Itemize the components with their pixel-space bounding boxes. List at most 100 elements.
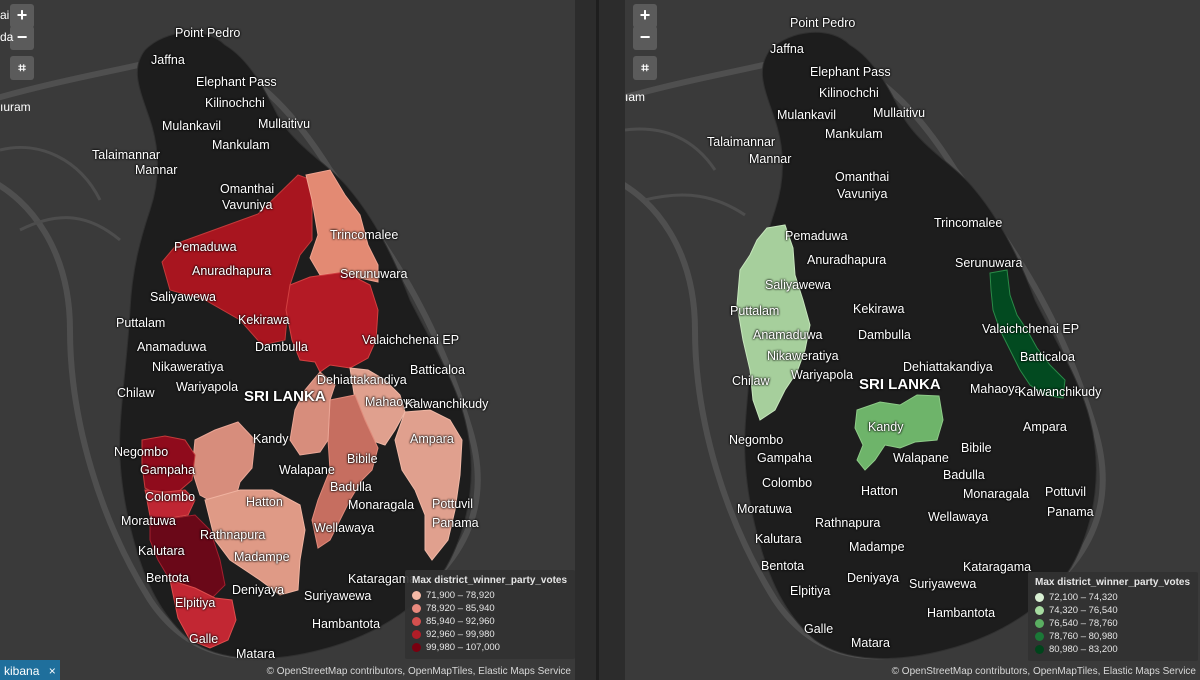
place-label: Mulankavil [162, 119, 222, 133]
place-label: Matara [851, 636, 890, 650]
legend-swatch [412, 591, 421, 600]
clipped-label: da [0, 30, 14, 44]
map-attribution[interactable]: © OpenStreetMap contributors, OpenMapTil… [891, 666, 1196, 677]
place-label: Pemaduwa [174, 240, 237, 254]
place-label: Wariyapola [791, 368, 854, 382]
legend-item: 72,100 – 74,320 [1035, 591, 1191, 604]
fit-bounds-icon[interactable]: ⌗ [10, 56, 34, 80]
map-legend: Max district_winner_party_votes 72,100 –… [1028, 572, 1198, 661]
place-label: Moratuwa [121, 514, 176, 528]
place-label: Monaragala [348, 498, 415, 512]
place-label: Kandy [868, 420, 904, 434]
district-kandy [854, 394, 944, 471]
place-label: Mannar [749, 152, 792, 166]
district-matale-kandy [289, 371, 336, 456]
place-label: Serunuwara [955, 256, 1023, 270]
place-label: Anamaduwa [137, 340, 207, 354]
place-label: Mahaoya [970, 382, 1022, 396]
place-label: Point Pedro [175, 26, 241, 40]
legend-label: 76,540 – 78,760 [1049, 618, 1118, 629]
zoom-in-button[interactable]: + [633, 4, 657, 28]
district-batticaloa [989, 269, 1066, 399]
place-label: Hatton [246, 495, 283, 509]
place-label: Deniyaya [232, 583, 285, 597]
place-label: Nikaweratiya [152, 360, 224, 374]
place-label: Puttalam [730, 304, 780, 318]
country-label: SRI LANKA [244, 388, 326, 405]
legend-label: 71,900 – 78,920 [426, 590, 495, 601]
place-label: Bibile [961, 441, 992, 455]
right-map-panel[interactable]: + − ⌗ ıam Point Pedro Jaffna Elephant Pa… [625, 0, 1200, 680]
legend-swatch [1035, 645, 1044, 654]
legend-swatch [1035, 632, 1044, 641]
legend-swatch [1035, 619, 1044, 628]
place-label: Mankulam [825, 127, 883, 141]
place-label: Bentota [146, 571, 190, 585]
map-attribution[interactable]: © OpenStreetMap contributors, OpenMapTil… [266, 666, 571, 677]
place-label: Elpitiya [790, 584, 831, 598]
place-label: Trincomalee [330, 228, 399, 242]
place-label: Bentota [761, 559, 805, 573]
legend-item: 99,980 – 107,000 [412, 641, 568, 654]
close-icon[interactable]: × [48, 664, 56, 678]
right-map-canvas[interactable] [625, 0, 1200, 680]
left-map-canvas[interactable] [0, 0, 575, 680]
place-label: Nikaweratiya [767, 349, 839, 363]
zoom-in-button[interactable]: + [10, 4, 34, 28]
panel-divider [596, 0, 599, 680]
place-label: Kekirawa [853, 302, 905, 316]
place-label: Batticaloa [410, 363, 465, 377]
clipped-label: ıuram [0, 100, 31, 114]
place-label: Mullaitivu [873, 106, 926, 120]
place-label: Saliyawewa [765, 278, 832, 292]
country-label: SRI LANKA [859, 376, 941, 393]
legend-item: 80,980 – 83,200 [1035, 643, 1191, 656]
clipped-label: ıam [625, 90, 646, 104]
place-label: Gampaha [757, 451, 812, 465]
place-label: Kilinochchi [819, 86, 879, 100]
place-label: Vavuniya [222, 198, 273, 212]
place-label: Mannar [135, 163, 178, 177]
place-label: Dehiattakandiya [317, 373, 407, 387]
place-label: Kalutara [755, 532, 802, 546]
place-label: Moratuwa [737, 502, 792, 516]
place-label: Hatton [861, 484, 898, 498]
place-label: Jaffna [151, 53, 185, 67]
place-label: Madampe [234, 550, 290, 564]
place-label: Elephant Pass [196, 75, 277, 89]
place-label: Vavuniya [837, 187, 888, 201]
place-label: Mankulam [212, 138, 270, 152]
legend-label: 74,320 – 76,540 [1049, 605, 1118, 616]
place-label: Kataragama [963, 560, 1032, 574]
fit-bounds-icon[interactable]: ⌗ [633, 56, 657, 80]
place-label: Wellawaya [928, 510, 989, 524]
legend-label: 78,920 – 85,940 [426, 603, 495, 614]
left-map-panel[interactable]: + − ⌗ ai da ıuram Point Pedro Jaffna Ele… [0, 0, 575, 680]
legend-label: 78,760 – 80,980 [1049, 631, 1118, 642]
place-label: Kalutara [138, 544, 185, 558]
map-legend: Max district_winner_party_votes 71,900 –… [405, 570, 575, 659]
place-label: Chilaw [732, 374, 770, 388]
place-label: Pottuvil [432, 497, 473, 511]
legend-swatch [412, 604, 421, 613]
place-label: Serunuwara [340, 267, 408, 281]
place-label: Badulla [330, 480, 372, 494]
place-label: Omanthai [835, 170, 890, 184]
place-label: Trincomalee [934, 216, 1003, 230]
place-label: Rathnapura [815, 516, 881, 530]
place-label: Suriyawewa [909, 577, 977, 591]
zoom-out-button[interactable]: − [633, 26, 657, 50]
panel-gutter [575, 0, 625, 680]
district-trincomalee [305, 169, 379, 283]
place-label: Elpitiya [175, 596, 216, 610]
legend-title: Max district_winner_party_votes [1035, 577, 1191, 588]
place-label: Pemaduwa [785, 229, 848, 243]
place-label: Galle [804, 622, 834, 636]
legend-item: 76,540 – 78,760 [1035, 617, 1191, 630]
zoom-out-button[interactable]: − [10, 26, 34, 50]
place-label: Kalwanchikudy [1018, 385, 1102, 399]
kibana-tab[interactable]: kibana × [0, 660, 60, 680]
district-gampaha [141, 435, 196, 496]
legend-title: Max district_winner_party_votes [412, 575, 568, 586]
place-label: Dambulla [255, 340, 308, 354]
